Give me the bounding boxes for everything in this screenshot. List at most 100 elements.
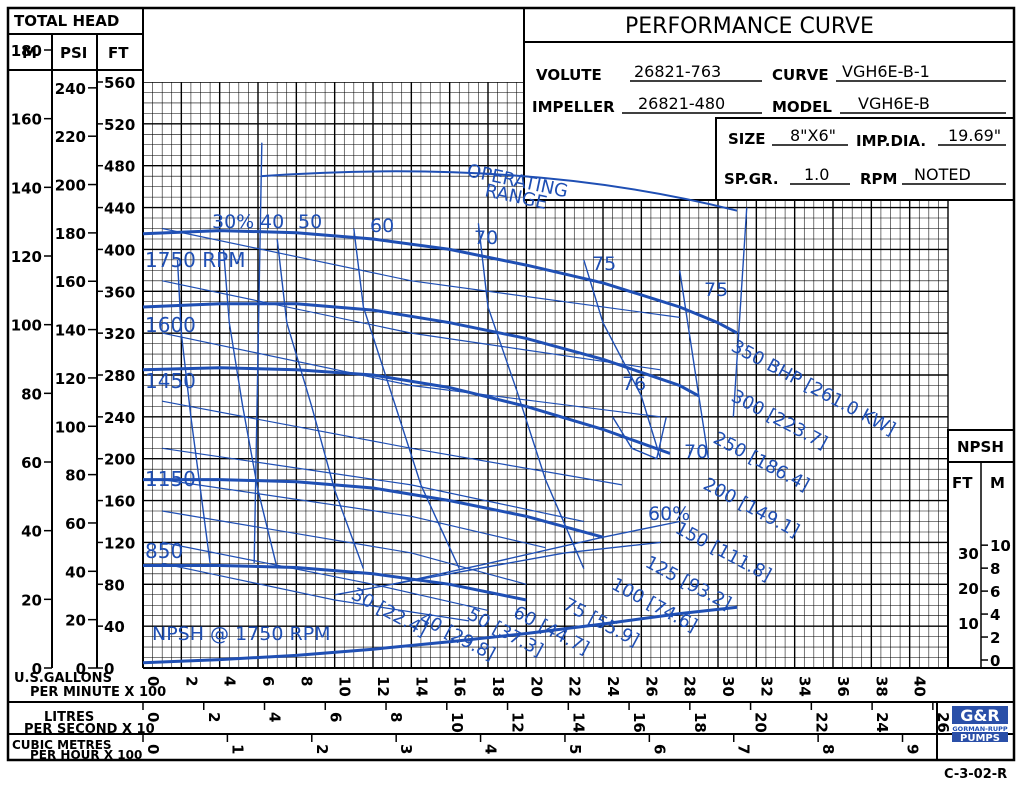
efficiency-curve [334,541,661,596]
svg-text:G&R: G&R [960,706,999,725]
series-label-3: 1150 [145,467,196,491]
efficiency-curve [176,259,211,564]
lps-tick-label: 22 [812,712,830,733]
cmh-tick-label: 1 [228,744,246,754]
ft-tick-label: 400 [104,241,135,259]
efficiency-label: 75 [592,253,616,275]
npsh-m-tick-label: 2 [990,629,1000,647]
m-tick-label: 100 [11,317,42,335]
psi-tick-label: 0 [76,660,86,678]
cmh-axis-label-line1: CUBIC METRES [12,738,112,752]
psi-tick-label: 220 [55,128,86,146]
npsh-ft-tick-label: 30 [958,545,979,563]
axis-ticks: 0 2 4 6 8 10 12 14 16 18 20 22 24 26 28 30 32 34 36 38 40040… [11,42,1011,754]
x-tick-label: 20 [527,676,545,697]
series-label-4: 850 [145,539,183,563]
psi-tick-label: 80 [65,467,86,485]
series-label-2: 1450 [145,369,196,393]
ft-tick-label: 240 [104,409,135,427]
psi-tick-label: 100 [55,418,86,436]
psi-tick-label: 120 [55,370,86,388]
npsh-box-title: NPSH [957,438,1004,456]
ft-tick-label: 440 [104,200,135,218]
psi-tick-label: 60 [65,515,86,533]
bhp-line [162,280,661,371]
series-line-2 [142,366,671,455]
m-tick-label: 160 [11,111,42,129]
bhp-line [162,400,623,486]
psi-tick-label: 180 [55,225,86,243]
efficiency-label: 76 [622,373,646,395]
x-tick-label: 32 [757,676,775,697]
operating-range-left-limit [253,142,263,564]
series-line-4 [143,564,527,602]
x-tick-label: 22 [566,676,584,697]
unit-psi-label: PSI [60,44,87,62]
ft-tick-label: 280 [104,367,135,385]
efficiency-label: 50 [298,211,322,233]
svg-text:PUMPS: PUMPS [960,733,1000,744]
psi-tick-label: 40 [65,563,86,581]
efficiency-curve [583,259,662,459]
svg-text:GORMAN-RUPP: GORMAN-RUPP [952,725,1008,733]
x-tick-label: 30 [719,676,737,697]
spgr-value: 1.0 [804,165,829,184]
ft-tick-label: 520 [104,116,135,134]
lps-tick-label: 26 [934,712,952,733]
spgr-label: SP.GR. [724,170,779,188]
npsh-ft-tick-label: 10 [958,615,979,633]
efficiency-curve [612,416,667,460]
bhp-line [162,479,546,549]
left-scale-panel [8,8,143,668]
x-tick-label: 14 [412,676,430,697]
npsh-m-tick-label: 0 [990,652,1000,670]
series-label-1: 1600 [145,313,196,337]
x-tick-label: 0 [144,676,162,686]
ft-tick-label: 40 [104,618,125,636]
gorman-rupp-logo: G&R GORMAN-RUPP PUMPS [952,706,1008,744]
rpm-value: NOTED [914,165,971,184]
psi-tick-label: 200 [55,177,86,195]
efficiency-curve [477,223,585,569]
x-tick-label: 38 [872,676,890,697]
header-blank-box [143,8,524,82]
npsh-unit-ft: FT [952,474,973,492]
cmh-tick-label: 0 [144,744,162,754]
drawing-code: C-3-02-R [944,767,1007,782]
size-value: 8"X6" [790,126,836,145]
m-tick-label: 20 [21,591,42,609]
cmh-tick-label: 5 [566,744,584,754]
x-tick-label: 34 [796,676,814,697]
total-head-label: TOTAL HEAD [14,12,119,30]
x-tick-label: 2 [182,676,200,686]
efficiency-label: 70 [684,441,708,463]
npsh-m-tick-label: 4 [990,606,1000,624]
efficiency-label: 60% [648,503,690,525]
bhp-line [162,510,527,585]
x-tick-label: 12 [374,676,392,697]
model-value: VGH6E-B [858,94,930,113]
bhp-line [162,562,469,622]
efficiency-curve [276,238,365,569]
efficiency-curve [353,228,460,569]
impdia-label: IMP.DIA. [856,132,926,150]
operating-range-arrow [261,170,738,212]
m-tick-label: 120 [11,248,42,266]
ft-tick-label: 0 [104,660,114,678]
cmh-tick-label: 2 [313,744,331,754]
ft-tick-label: 360 [104,283,135,301]
lps-tick-label: 2 [205,712,223,722]
x-tick-label: 8 [297,676,315,686]
curve-label: CURVE [772,66,829,84]
lps-tick-label: 6 [326,712,344,722]
volute-label: VOLUTE [536,66,602,84]
efficiency-curve [392,520,680,585]
m-tick-label: 0 [32,660,42,678]
m-tick-label: 40 [21,523,42,541]
x-axis-label-line2: PER MINUTE X 100 [30,685,166,700]
unit-ft-label: FT [108,44,129,62]
psi-tick-label: 20 [65,612,86,630]
cmh-tick-label: 7 [735,744,753,754]
x-tick-label: 16 [451,676,469,697]
